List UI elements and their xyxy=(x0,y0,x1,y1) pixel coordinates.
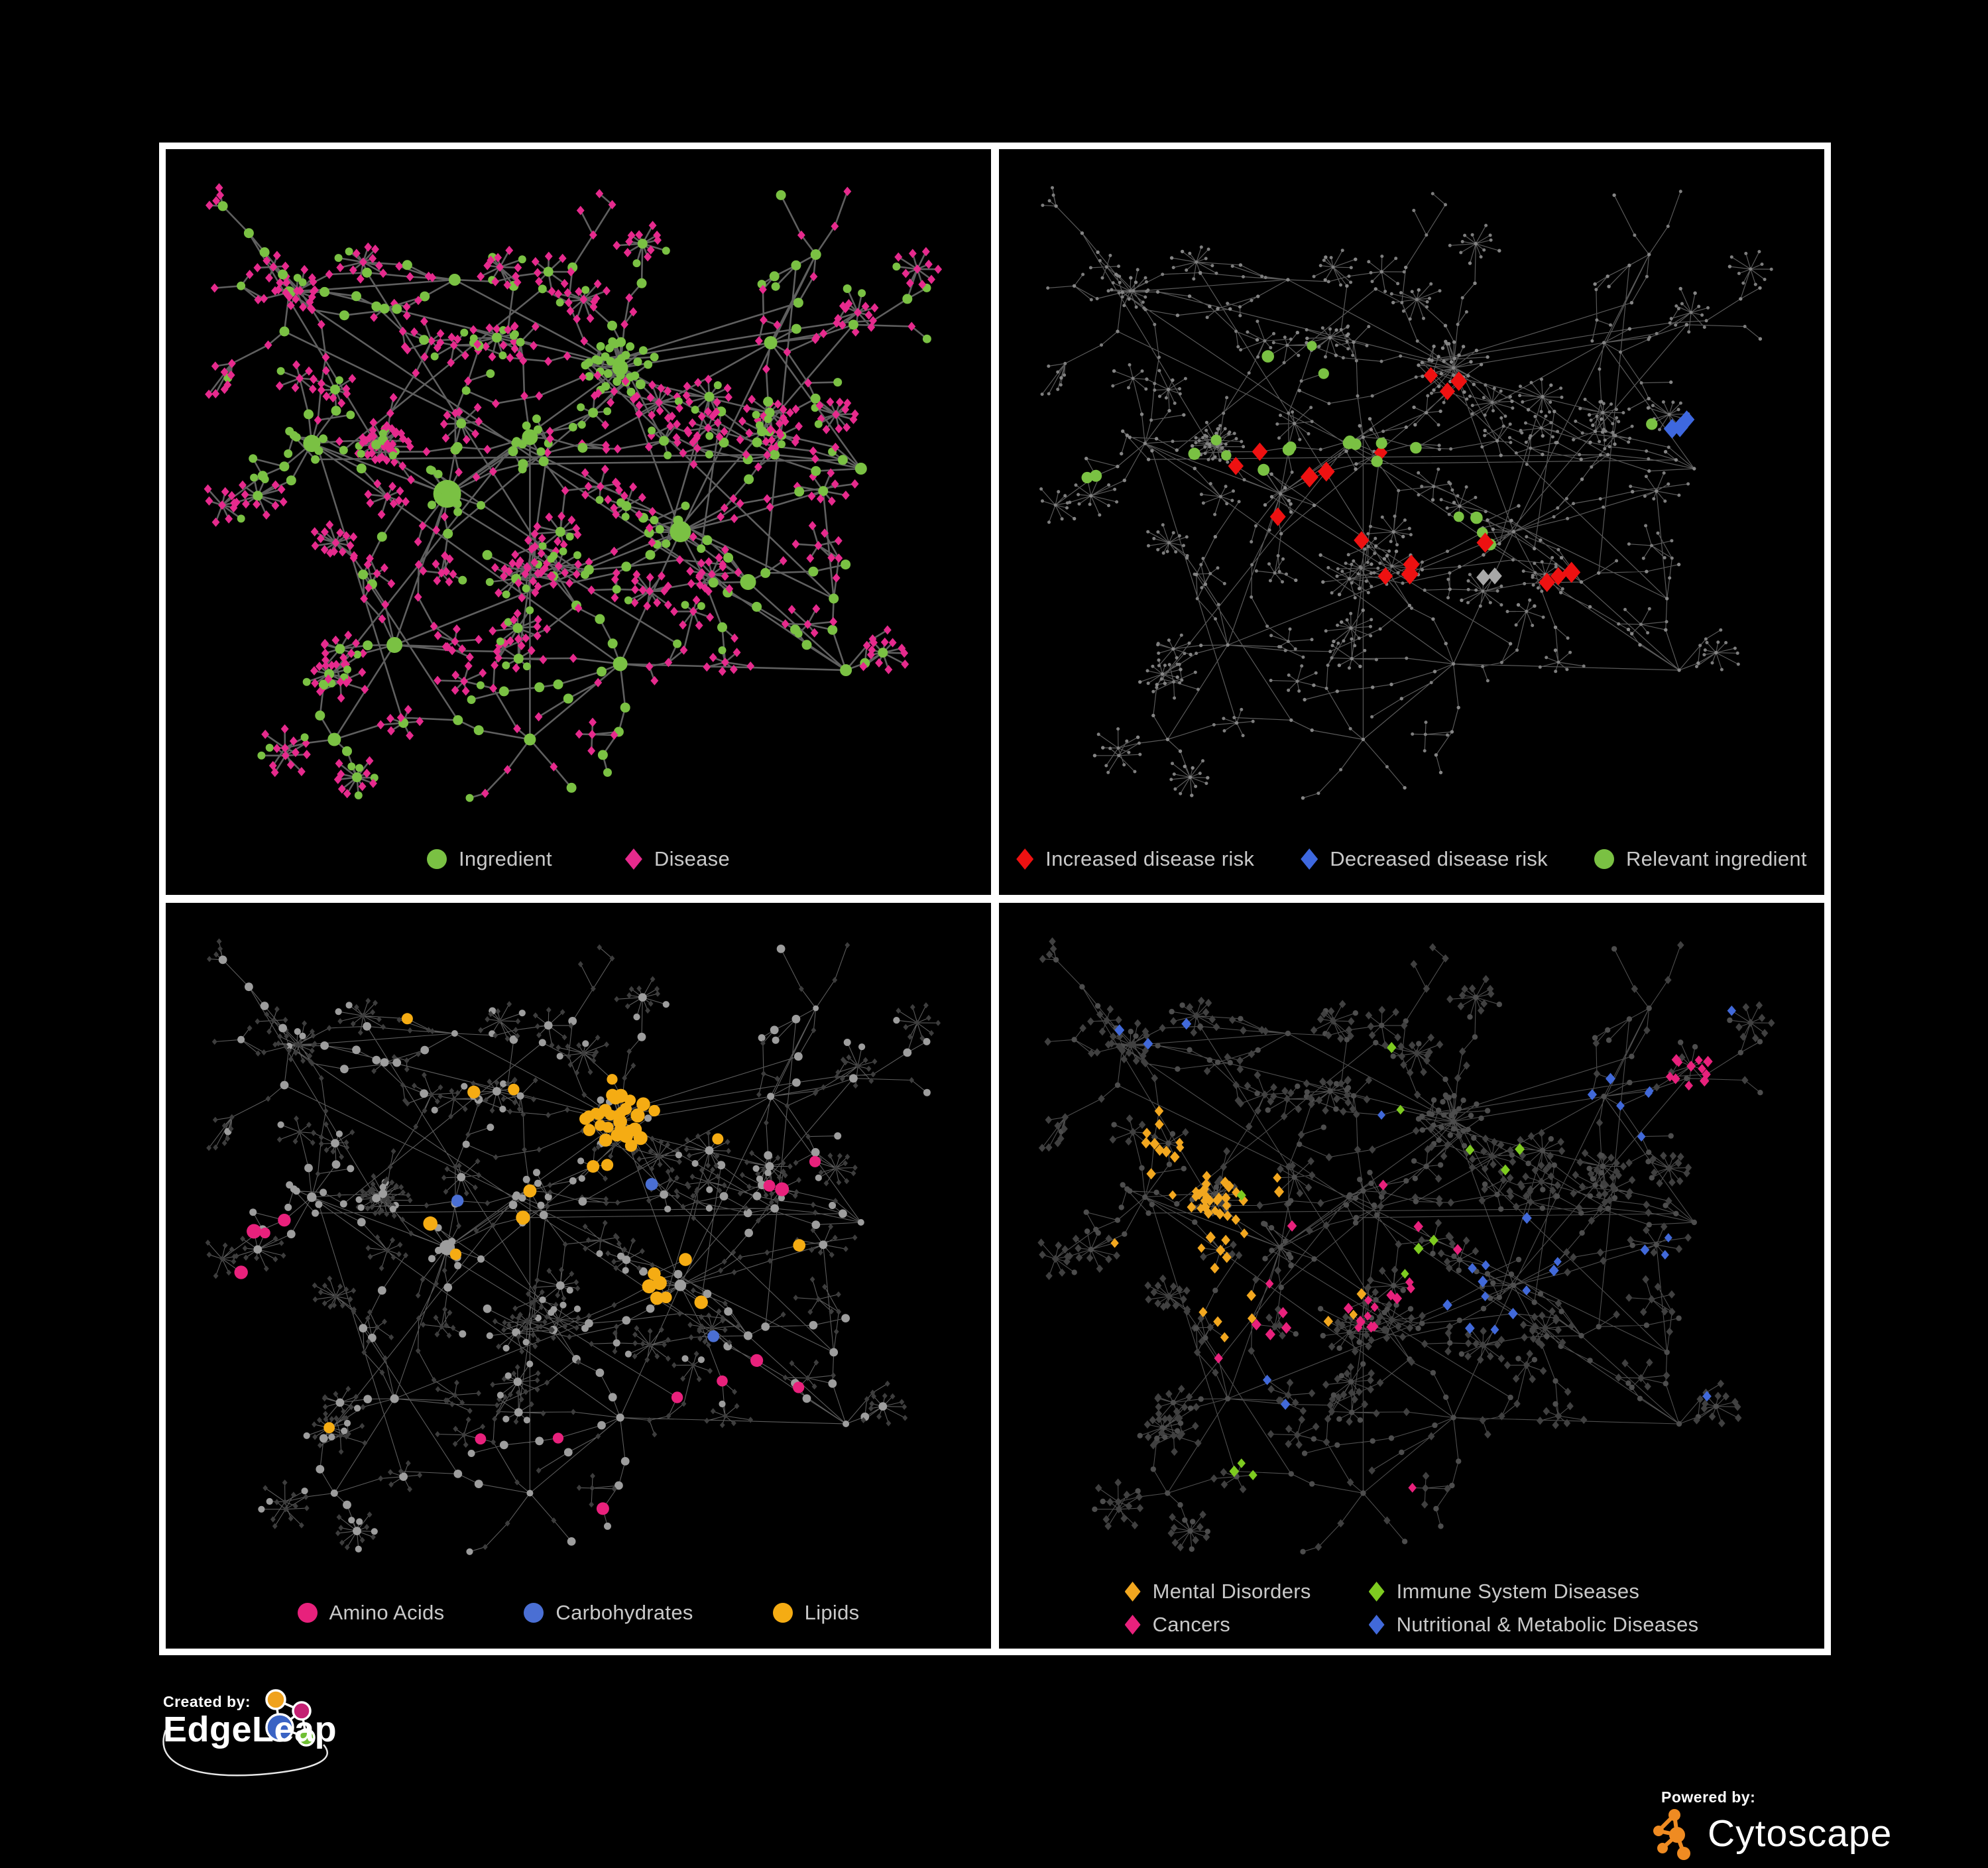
legend-label: Increased disease risk xyxy=(1045,847,1255,870)
edgeleap-node-green xyxy=(297,1728,316,1747)
powered-by-label: Powered by: xyxy=(1661,1788,1756,1806)
network-graph-disease-risk xyxy=(1039,186,1773,800)
legend-label: Disease xyxy=(654,847,730,870)
legend-item: Mental Disorders xyxy=(1124,1580,1369,1604)
legend-label: Carbohydrates xyxy=(555,1601,693,1624)
decreased-risk-diamond-marker xyxy=(1301,848,1318,870)
carbohydrates-circle-marker xyxy=(524,1603,544,1623)
network-graph-nutrients xyxy=(205,938,941,1555)
network-graph-ingredient-disease xyxy=(204,183,943,802)
amino-acids-circle-marker xyxy=(297,1603,318,1623)
legend-label: Decreased disease risk xyxy=(1330,847,1548,870)
immune-system-diamond-marker xyxy=(1368,1582,1385,1602)
legend-label: Immune System Diseases xyxy=(1396,1580,1640,1603)
disease-diamond-marker xyxy=(624,848,642,870)
relevant-ingredient-circle-marker xyxy=(1594,849,1614,869)
legend-item: Ingredient xyxy=(427,847,552,871)
legend-disease-risk: Increased disease risk Decreased disease… xyxy=(999,847,1824,871)
legend-label: Mental Disorders xyxy=(1152,1580,1311,1603)
cytoscape-brand: Cytoscape xyxy=(1708,1812,1893,1855)
created-by-block: Created by: EdgeLeap xyxy=(158,1689,383,1788)
panel-ingredient-disease: Ingredient Disease xyxy=(166,149,991,895)
legend-item: Decreased disease risk xyxy=(1301,847,1548,871)
panel-disease-categories: Mental Disorders Immune System Diseases … xyxy=(999,903,1824,1649)
figure-canvas: Ingredient Disease Increased disease ris… xyxy=(158,143,1892,1860)
edgeleap-node-blue xyxy=(265,1713,294,1742)
legend-item: Immune System Diseases xyxy=(1368,1580,1699,1604)
legend-item: Nutritional & Metabolic Diseases xyxy=(1368,1613,1699,1637)
panel-grid: Ingredient Disease Increased disease ris… xyxy=(159,143,1831,1655)
ingredient-circle-marker xyxy=(427,849,447,869)
edgeleap-logo-icon xyxy=(162,1689,328,1777)
edgeleap-node-magenta xyxy=(292,1701,312,1721)
legend-item: Disease xyxy=(624,847,730,871)
powered-by-block: Powered by: Cytoscape xyxy=(1652,1788,1930,1868)
created-by-label: Created by: xyxy=(163,1693,251,1710)
legend-item: Lipids xyxy=(772,1601,860,1625)
legend-ingredient-disease: Ingredient Disease xyxy=(166,847,991,871)
legend-item: Increased disease risk xyxy=(1016,847,1254,871)
legend-label: Lipids xyxy=(804,1601,860,1624)
legend-item: Amino Acids xyxy=(297,1601,445,1625)
legend-disease-categories: Mental Disorders Immune System Diseases … xyxy=(1124,1580,1699,1637)
legend-label: Ingredient xyxy=(459,847,552,870)
panel-disease-risk: Increased disease risk Decreased disease… xyxy=(999,149,1824,895)
legend-label: Nutritional & Metabolic Diseases xyxy=(1396,1613,1699,1636)
legend-item: Relevant ingredient xyxy=(1594,847,1807,871)
cancers-diamond-marker xyxy=(1124,1615,1141,1635)
panel-nutrients: Amino Acids Carbohydrates Lipids xyxy=(166,903,991,1649)
cytoscape-glyph-nodes xyxy=(1653,1809,1690,1860)
increased-risk-diamond-marker xyxy=(1016,848,1034,870)
legend-label: Cancers xyxy=(1152,1613,1231,1636)
nutritional-metabolic-diamond-marker xyxy=(1368,1615,1385,1635)
edgeleap-brand: EdgeLeap xyxy=(163,1710,337,1749)
edgeleap-node-orange xyxy=(265,1689,286,1710)
legend-item: Cancers xyxy=(1124,1613,1369,1637)
lipids-circle-marker xyxy=(772,1603,793,1623)
network-graph-disease-categories xyxy=(1037,937,1775,1554)
cytoscape-logo-icon xyxy=(1653,1809,1690,1860)
legend-nutrients: Amino Acids Carbohydrates Lipids xyxy=(166,1601,991,1625)
mental-disorders-diamond-marker xyxy=(1124,1582,1141,1602)
legend-label: Amino Acids xyxy=(329,1601,445,1624)
legend-label: Relevant ingredient xyxy=(1626,847,1807,870)
edgeleap-swoosh xyxy=(162,1729,328,1777)
legend-item: Carbohydrates xyxy=(524,1601,693,1625)
